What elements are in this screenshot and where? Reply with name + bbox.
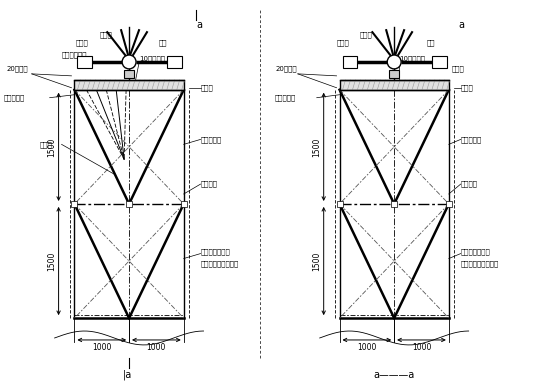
Text: 下弦电: 下弦电 [360,32,372,38]
Text: 1000: 1000 [92,343,111,352]
Text: 格构支架: 格构支架 [461,181,478,187]
Text: 1500: 1500 [48,251,57,271]
Text: 脚手架: 脚手架 [461,84,473,91]
Text: 横向水平杆: 横向水平杆 [275,95,296,101]
Text: 10千千斤顶: 10千千斤顶 [139,55,165,62]
Text: 附加水平剪刀撑: 附加水平剪刀撑 [461,248,491,255]
Text: 下条件: 下条件 [337,39,349,46]
Text: 八字撑: 八字撑 [40,141,53,148]
Circle shape [387,55,401,69]
Text: 1500: 1500 [48,137,57,156]
Text: 副杆: 副杆 [427,39,436,46]
Bar [167,56,181,68]
Text: 1500: 1500 [312,251,321,271]
Circle shape [122,55,136,69]
Text: 横向水平杆: 横向水平杆 [4,95,25,101]
Bar [343,56,357,68]
Text: 1000: 1000 [147,343,166,352]
Bar [77,56,92,68]
Text: 20井槽钢: 20井槽钢 [275,65,297,72]
Text: a: a [459,20,465,30]
Bar [124,70,134,78]
Text: 纵向水平杆: 纵向水平杆 [461,136,482,143]
Text: 橡构支撑底板: 橡构支撑底板 [62,51,87,58]
Bar [432,56,447,68]
Text: 1500: 1500 [312,137,321,156]
Text: 1000: 1000 [412,343,431,352]
Text: a: a [197,20,203,30]
Text: 20井槽钢: 20井槽钢 [7,65,29,72]
Bar [72,201,77,207]
Text: 脚手架: 脚手架 [200,84,213,91]
Text: |a: |a [123,370,132,380]
Bar [337,201,343,207]
Bar [446,201,452,207]
Bar [126,201,132,207]
Text: 格构支架: 格构支架 [200,181,218,187]
Bar [389,70,399,78]
Text: 附加水平剪刀撑: 附加水平剪刀撑 [200,248,230,255]
Text: 10千千斤顶: 10千千斤顶 [399,55,425,62]
Text: a———a: a———a [374,370,415,380]
Text: 每二步水平杆设一道: 每二步水平杆设一道 [461,260,499,267]
Text: 副杆: 副杆 [159,39,167,46]
Bar [74,80,184,90]
Text: 下弦电: 下弦电 [99,32,112,38]
Bar [339,80,449,90]
Text: 脚手架: 脚手架 [452,65,464,72]
Bar [391,201,397,207]
Text: 纵向水平杆: 纵向水平杆 [200,136,222,143]
Text: 下条件: 下条件 [76,39,88,46]
Text: 1000: 1000 [357,343,376,352]
Bar [181,201,186,207]
Text: 每二步水平杆设一道: 每二步水平杆设一道 [200,260,239,267]
